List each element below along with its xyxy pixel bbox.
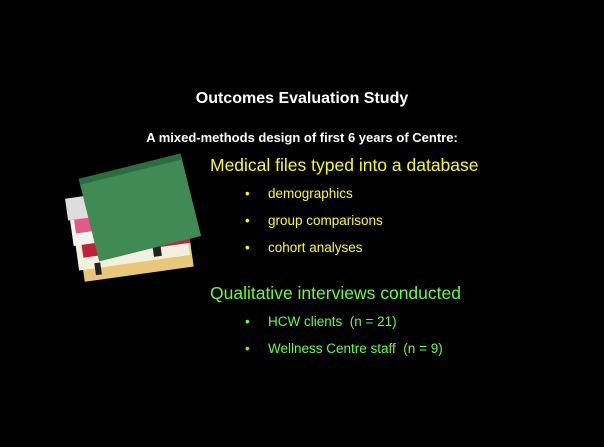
title: Outcomes Evaluation Study	[195, 90, 409, 107]
section: Qualitative interviews conducted HCW clie…	[210, 282, 461, 362]
bullet-item: cohort analyses	[245, 234, 479, 261]
section-heading: Qualitative interviews conducted	[210, 283, 461, 303]
bullet-item: demographics	[245, 180, 479, 207]
bullet-item: group comparisons	[245, 207, 479, 234]
subtitle: A mixed-methods design of first 6 years …	[146, 130, 458, 145]
bullet-list: HCW clients (n = 21)Wellness Centre staf…	[210, 308, 461, 362]
bullet-item: HCW clients (n = 21)	[245, 308, 461, 335]
section-heading: Medical files typed into a database	[210, 155, 479, 175]
bullet-item: Wellness Centre staff (n = 9)	[245, 335, 461, 362]
file-stack-image	[65, 153, 202, 282]
section: Medical files typed into a database demog…	[210, 154, 479, 261]
bullet-list: demographicsgroup comparisonscohort anal…	[210, 180, 479, 261]
